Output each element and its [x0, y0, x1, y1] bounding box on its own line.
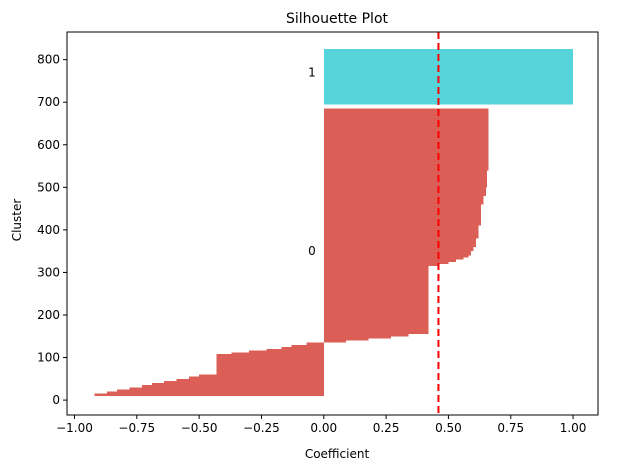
x-tick-label: −1.00: [56, 421, 93, 435]
x-tick-label: 0.00: [310, 421, 337, 435]
y-tick-label: 700: [37, 95, 60, 109]
silhouette-bar: [94, 393, 324, 396]
silhouette-bar: [323, 225, 479, 239]
silhouette-bar: [323, 266, 429, 335]
silhouette-bar: [323, 251, 471, 256]
silhouette-bar: [323, 340, 347, 343]
y-tick-label: 800: [37, 53, 60, 67]
silhouette-bar: [291, 344, 324, 347]
x-axis: −1.00 −0.75 −0.50 −0.25 0.00 0.25 0.50 0.75 1.00: [56, 415, 586, 435]
y-axis-label: Cluster: [10, 199, 24, 242]
silhouette-bar: [216, 354, 324, 375]
x-tick-label: −0.50: [181, 421, 218, 435]
chart-title: Silhouette Plot: [286, 11, 389, 27]
silhouette-bar: [106, 391, 324, 394]
silhouette-bar: [323, 170, 488, 188]
silhouette-bar: [189, 376, 324, 379]
y-tick-label: 300: [37, 265, 60, 279]
silhouette-bar: [323, 259, 456, 262]
silhouette-bar: [281, 346, 324, 350]
silhouette-bar: [323, 108, 489, 171]
plot-area: 01: [94, 49, 574, 396]
cluster-label: 1: [308, 65, 316, 79]
silhouette-bar: [323, 338, 369, 341]
silhouette-bar: [323, 334, 409, 337]
y-tick-label: 0: [52, 393, 60, 407]
silhouette-bar: [199, 374, 324, 377]
silhouette-bar: [141, 385, 324, 388]
cluster-0: 0: [94, 108, 489, 396]
silhouette-bar: [323, 204, 481, 226]
y-tick-label: 400: [37, 223, 60, 237]
silhouette-bar: [323, 187, 486, 196]
x-tick-label: 0.75: [497, 421, 524, 435]
axes-frame: [66, 31, 599, 416]
y-tick-label: 600: [37, 138, 60, 152]
y-axis: 0 100 200 300 400 500 600 700 800: [37, 53, 67, 407]
x-tick-label: 0.25: [373, 421, 400, 435]
silhouette-bar: [164, 380, 324, 384]
y-tick-label: 100: [37, 351, 60, 365]
silhouette-bar: [323, 195, 484, 205]
silhouette-bar: [116, 389, 324, 392]
silhouette-bar: [323, 255, 469, 258]
silhouette-bar: [323, 49, 574, 105]
x-tick-label: 0.50: [435, 421, 462, 435]
cluster-label: 0: [308, 244, 316, 258]
silhouette-bar: [323, 246, 474, 252]
silhouette-bar: [266, 349, 324, 351]
cluster-1: 1: [308, 49, 574, 105]
x-axis-label: Coefficient: [305, 447, 370, 461]
y-tick-label: 500: [37, 180, 60, 194]
x-tick-label: 1.00: [560, 421, 587, 435]
x-tick-label: −0.25: [243, 421, 280, 435]
silhouette-bar: [231, 352, 324, 355]
y-tick-label: 200: [37, 308, 60, 322]
silhouette-bar: [323, 261, 449, 264]
silhouette-bar: [323, 336, 392, 339]
silhouette-bar: [323, 263, 439, 267]
x-tick-label: −0.75: [118, 421, 155, 435]
silhouette-bar: [323, 238, 476, 247]
silhouette-bar: [248, 350, 324, 353]
silhouette-bar: [151, 383, 324, 386]
silhouette-bar: [129, 387, 324, 390]
silhouette-bar: [323, 257, 464, 260]
silhouette-bar: [306, 342, 324, 345]
silhouette-bar: [176, 378, 324, 381]
